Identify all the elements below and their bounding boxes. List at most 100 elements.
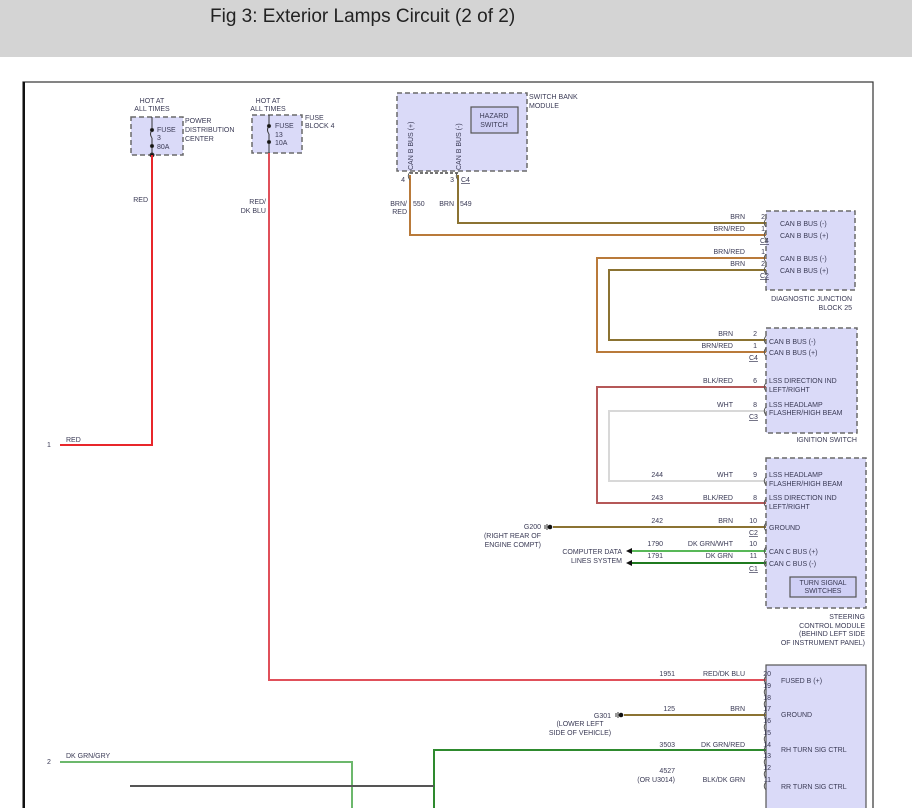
fuse-13-label: FUSE [275,123,294,130]
pin-label: LSS DIRECTION IND [769,495,837,502]
scm-name: CONTROL MODULE [799,623,865,630]
connector-pin-icon [763,498,767,508]
pin-label: CAN C BUS (+) [769,549,818,556]
ground-location: ENGINE COMPT) [485,542,541,549]
pin-number: 1 [753,343,757,350]
connector-pin-icon [763,382,767,392]
pin-label: GROUND [769,525,800,532]
pdc-name: CENTER [185,136,214,143]
symbols [407,171,767,791]
wire-color-label: BRN [730,261,745,268]
data-lines-label: LINES SYSTEM [571,558,622,565]
wire-color-label: RED [133,197,148,204]
ignition-switch-box [765,327,858,434]
pin-number: 9 [753,472,757,479]
circuit-number: 4527 [659,768,675,775]
wire-dk-grn-gry [60,761,353,808]
wire-color-label: DK GRN [706,553,733,560]
circuit-number: 1951 [659,671,675,678]
wire-djb-ign-brn [608,269,766,341]
wire-color-label: BLK/RED [703,495,733,502]
pin-number: 13 [763,753,771,760]
data-lines-label: COMPUTER DATA [562,549,622,556]
pin-label: CAN B BUS (-) [456,123,463,170]
connector-pin-icon [763,476,767,486]
fuse-3-label: FUSE [157,127,176,134]
wire-color-label: RED [66,437,81,444]
pin-label: GROUND [781,712,812,719]
pin-number: 2 [761,261,765,268]
pin-number: 1 [761,249,765,256]
pin-label: FLASHER/HIGH BEAM [769,481,843,488]
left-connector-pin: 1 [47,442,51,449]
wire-color-label: WHT [717,402,734,409]
connector-id: C1 [749,566,758,573]
wire-3503-dk-grn-red [433,749,766,808]
ground-id: G301 [594,713,611,720]
diagnostic-junction-block-box [765,210,856,291]
pin-number: 11 [750,553,757,560]
pin-number: 15 [763,730,771,737]
pin-label: RR TURN SIG CTRL [781,784,847,791]
ignition-switch-name: IGNITION SWITCH [796,437,857,444]
scm-name: (BEHIND LEFT SIDE [799,631,865,638]
pin-label: CAN B BUS (+) [769,350,817,357]
pin-number: 11 [764,777,771,784]
left-connector-pin: 2 [47,759,51,766]
connector-id: C2 [760,273,769,280]
wire-244-wht [608,410,766,482]
wire-red-pdc [60,155,153,446]
connector-pin-icon [763,734,767,744]
hazard-switch-label: SWITCH [480,122,508,129]
pin-number: 16 [763,718,771,725]
wire-djb-ign-brn-red [596,257,766,353]
pin-number: 4 [401,177,405,184]
pin-number: 8 [753,402,757,409]
pin-label: LEFT/RIGHT [769,387,811,394]
turn-signal-switches-box [789,576,857,598]
connector-id: C3 [749,414,758,421]
circuit-number: 1791 [647,553,663,560]
figure-title: Fig 3: Exterior Lamps Circuit (2 of 2) [210,6,516,27]
pin-label: CAN B BUS (+) [780,268,828,275]
pin-label: CAN B BUS (-) [780,256,827,263]
ground-location: (RIGHT REAR OF [484,533,541,540]
wire-color-label: BRN [730,214,745,221]
pin-label: CAN B BUS (-) [769,339,816,346]
pdc-hot-label: HOT AT [140,98,165,105]
pin-number: 12 [763,765,771,772]
fuse-13-rating: 10A [275,140,288,147]
wire-color-label: BRN [718,518,733,525]
hazard-switch-label: HAZARD [480,113,509,120]
circuit-number: 549 [460,201,472,208]
connector-pin-icon [763,218,767,228]
turn-signal-switches-label: SWITCHES [805,588,842,595]
ground-id: G200 [524,524,541,531]
connector-pin-icon [763,253,767,263]
connector-pin-icon [763,546,767,556]
arrow-left-icon [626,560,632,566]
wire-color-label: RED/ [249,199,266,206]
hazard-switch-box [470,106,519,134]
connector-pin-icon [763,757,767,767]
power-distribution-center-box [130,116,184,156]
wire-color-label: BRN/ [390,201,407,208]
wire-color-label: BRN [718,331,733,338]
fuse-13-number: 13 [275,132,283,139]
pin-number: 20 [763,671,771,678]
pin-label: CAN B BUS (+) [408,122,415,170]
connector-id: C4 [461,177,470,184]
connector-pin-icon [763,710,767,720]
wire-color-label: RED/DK BLU [703,671,745,678]
connector-id: C4 [760,238,769,245]
pin-number: 1 [761,226,765,233]
circuit-number: 3503 [659,742,675,749]
connector-pin-icon [763,769,767,779]
figure-header: Fig 3: Exterior Lamps Circuit (2 of 2) [0,0,912,57]
pin-label: CAN C BUS (-) [769,561,816,568]
pin-number: 3 [450,177,454,184]
connector-pin-icon [763,265,767,275]
connector-pin-icon [763,675,767,685]
